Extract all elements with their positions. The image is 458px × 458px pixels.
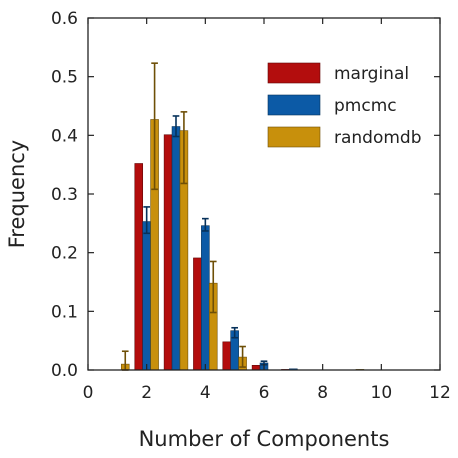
bar-pmcmc-4 (201, 225, 210, 371)
bar-marginal-5 (222, 341, 232, 371)
y-tick-label-0.6: 0.6 (51, 9, 78, 29)
y-tick-label-0.4: 0.4 (51, 126, 78, 146)
legend-swatch-randomdb (267, 126, 321, 148)
y-tick-label-0.0: 0.0 (51, 361, 78, 381)
legend-swatch-marginal (267, 62, 321, 84)
y-axis-label: Frequency (5, 140, 29, 249)
x-tick-label-8: 8 (317, 383, 328, 403)
bar-marginal-3 (163, 134, 173, 371)
error-bars-layer (121, 62, 268, 371)
y-tick-label-0.5: 0.5 (51, 68, 78, 88)
y-tick-label-0.2: 0.2 (51, 244, 78, 264)
bar-pmcmc-3 (171, 126, 181, 371)
bar-pmcmc-2 (142, 221, 151, 371)
y-tick-label-0.3: 0.3 (51, 185, 78, 205)
y-tick-label-0.1: 0.1 (51, 302, 78, 322)
x-tick-label-4: 4 (200, 383, 211, 403)
legend: marginal pmcmc randomdb (267, 62, 422, 148)
legend-swatch-pmcmc (267, 94, 321, 116)
x-ticks: 0 2 4 6 8 10 12 (83, 18, 451, 403)
bar-marginal-6 (251, 365, 261, 371)
x-tick-label-10: 10 (371, 383, 393, 403)
x-tick-label-12: 12 (429, 383, 451, 403)
bar-marginal-2 (134, 163, 144, 371)
legend-label-pmcmc: pmcmc (334, 96, 397, 116)
x-tick-label-6: 6 (259, 383, 270, 403)
y-ticks: 0.0 0.1 0.2 0.3 0.4 0.5 0.6 (51, 9, 440, 381)
x-axis-label: Number of Components (139, 427, 390, 451)
bars-layer (120, 119, 365, 371)
bar-marginal-4 (193, 257, 202, 371)
legend-label-marginal: marginal (334, 64, 409, 84)
legend-label-randomdb: randomdb (334, 128, 422, 148)
x-tick-label-2: 2 (141, 383, 152, 403)
x-tick-label-0: 0 (83, 383, 94, 403)
